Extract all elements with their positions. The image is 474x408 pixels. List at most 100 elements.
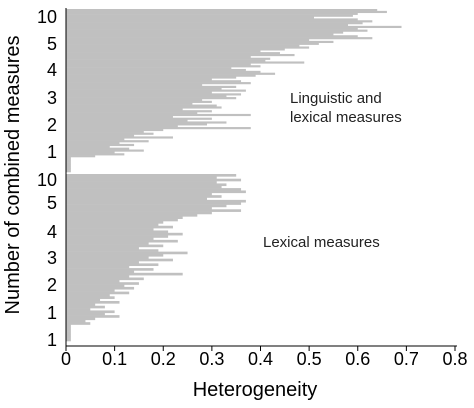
bar [66, 53, 295, 57]
bar [66, 97, 237, 100]
bar [66, 16, 314, 19]
bar [66, 235, 169, 238]
bar [66, 277, 144, 281]
bar [66, 83, 203, 87]
bar [66, 104, 217, 107]
x-tick-label: 0.3 [199, 349, 224, 369]
bar [66, 27, 358, 30]
bar [66, 298, 101, 302]
y-tick-label: 1 [47, 142, 57, 162]
bar [66, 183, 227, 187]
bar [66, 174, 237, 177]
x-tick-label: 0.7 [394, 349, 419, 369]
bar [66, 35, 358, 38]
bar [66, 134, 135, 137]
bar [66, 228, 154, 231]
bar [66, 256, 149, 259]
bar [66, 112, 198, 115]
bar [66, 50, 261, 53]
bar [66, 142, 120, 145]
bar [66, 155, 96, 158]
bar [66, 25, 402, 29]
x-tick-label: 0.6 [345, 349, 370, 369]
bar [66, 106, 222, 109]
panel-annotation: Lexical measures [263, 234, 380, 251]
bar [66, 324, 71, 328]
bar [66, 57, 271, 60]
x-tick-label: 0.1 [102, 349, 127, 369]
bar [66, 242, 149, 245]
bar [66, 251, 188, 255]
bar [66, 317, 96, 321]
y-tick-label: 5 [47, 34, 57, 54]
bar [66, 65, 261, 68]
bar [66, 308, 91, 311]
bar [66, 149, 144, 152]
bar [66, 12, 358, 15]
bar [66, 319, 86, 323]
bar [66, 130, 144, 133]
axes-layer [65, 8, 457, 347]
bar [66, 170, 71, 173]
bar [66, 140, 149, 143]
bar [66, 282, 139, 285]
bar [66, 303, 96, 307]
bar [66, 68, 246, 72]
bar [66, 190, 246, 194]
bar [66, 166, 71, 169]
y-axis-title: Number of combined measures [2, 35, 24, 314]
bar [66, 249, 159, 252]
bar [66, 310, 115, 314]
bar [66, 67, 232, 70]
bar [66, 168, 71, 171]
panel-annotation: Linguistic and [290, 90, 382, 107]
bar [66, 258, 173, 262]
bar [66, 206, 212, 210]
x-axis-title: Heterogeneity [193, 379, 318, 401]
bar [66, 160, 71, 163]
bar [66, 213, 198, 217]
bar [66, 158, 71, 162]
bar [66, 157, 71, 160]
bar [66, 151, 115, 154]
annotations-layer: Linguistic and lexical measures Lexical me… [263, 90, 402, 251]
bar [66, 178, 242, 182]
x-tick-label: 0.5 [297, 349, 322, 369]
bar [66, 232, 183, 236]
bar [66, 211, 212, 215]
bar [66, 237, 154, 241]
bar [66, 218, 178, 222]
bar [66, 117, 212, 120]
bar [66, 331, 71, 335]
bar [66, 20, 373, 23]
y-tick-label: 1 [47, 303, 57, 323]
bar [66, 338, 71, 342]
bars-layer [66, 9, 402, 342]
bar [66, 272, 183, 276]
bar [66, 22, 363, 25]
panel-annotation: lexical measures [290, 109, 402, 126]
x-tick-label: 0.8 [442, 349, 467, 369]
bar [66, 29, 368, 32]
bar [66, 223, 159, 227]
bar [66, 78, 212, 81]
bar [66, 76, 237, 79]
bar [66, 261, 139, 264]
bar [66, 72, 276, 75]
bar [66, 305, 105, 309]
bar [66, 291, 130, 295]
bar [66, 185, 222, 189]
bar [66, 162, 71, 165]
bar [66, 192, 212, 196]
bar [66, 40, 334, 44]
bar [66, 14, 353, 17]
bar [66, 115, 173, 118]
bar [66, 284, 125, 288]
y-tick-label: 2 [47, 275, 57, 295]
bar [66, 9, 378, 12]
bar [66, 265, 130, 269]
bar [66, 279, 120, 283]
bar [66, 164, 71, 167]
y-tick-label: 3 [47, 248, 57, 268]
bar [66, 176, 217, 179]
